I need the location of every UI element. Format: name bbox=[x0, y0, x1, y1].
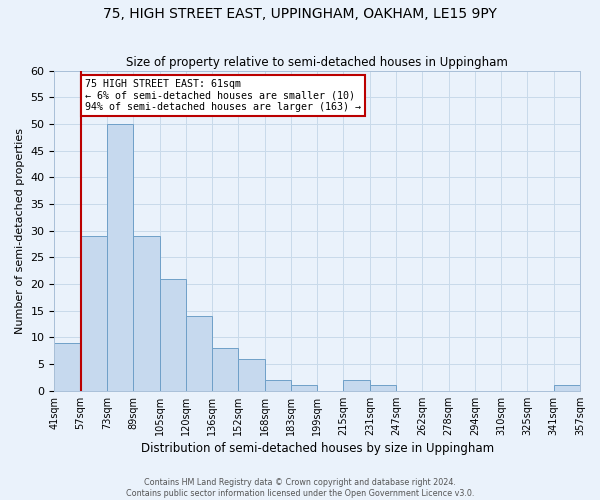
Bar bbox=[107, 124, 133, 391]
Bar bbox=[80, 236, 107, 391]
Y-axis label: Number of semi-detached properties: Number of semi-detached properties bbox=[15, 128, 25, 334]
Text: 75 HIGH STREET EAST: 61sqm
← 6% of semi-detached houses are smaller (10)
94% of : 75 HIGH STREET EAST: 61sqm ← 6% of semi-… bbox=[85, 78, 361, 112]
Bar bbox=[291, 386, 317, 391]
Bar bbox=[186, 316, 212, 391]
Bar bbox=[370, 386, 396, 391]
Bar bbox=[212, 348, 238, 391]
Bar bbox=[133, 236, 160, 391]
Title: Size of property relative to semi-detached houses in Uppingham: Size of property relative to semi-detach… bbox=[126, 56, 508, 70]
Bar bbox=[343, 380, 370, 391]
Bar bbox=[265, 380, 291, 391]
X-axis label: Distribution of semi-detached houses by size in Uppingham: Distribution of semi-detached houses by … bbox=[140, 442, 494, 455]
Text: Contains HM Land Registry data © Crown copyright and database right 2024.
Contai: Contains HM Land Registry data © Crown c… bbox=[126, 478, 474, 498]
Bar bbox=[238, 359, 265, 391]
Bar bbox=[160, 279, 186, 391]
Text: 75, HIGH STREET EAST, UPPINGHAM, OAKHAM, LE15 9PY: 75, HIGH STREET EAST, UPPINGHAM, OAKHAM,… bbox=[103, 8, 497, 22]
Bar bbox=[55, 343, 80, 391]
Bar bbox=[554, 386, 580, 391]
